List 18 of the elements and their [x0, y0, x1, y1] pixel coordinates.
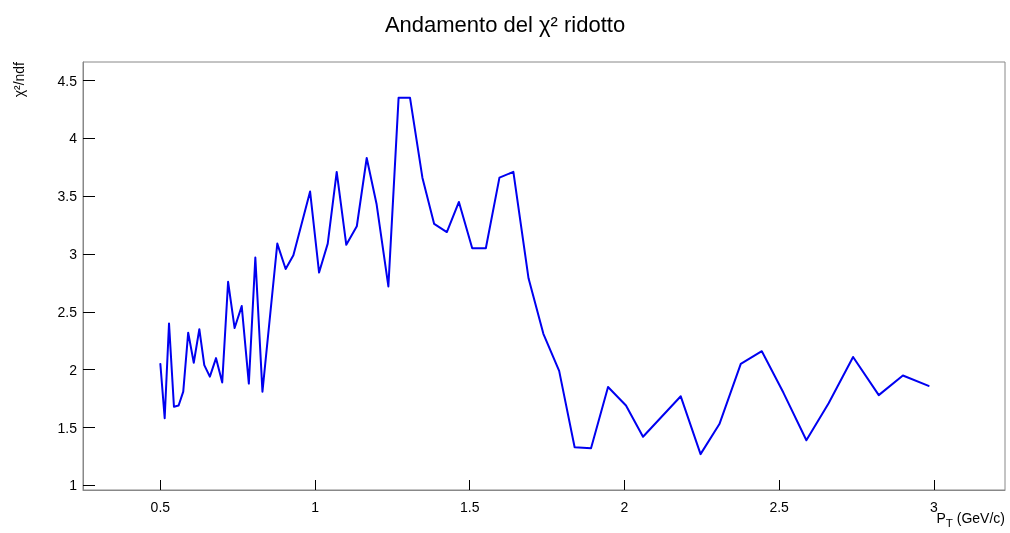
y-tick-label: 1.5 — [57, 419, 78, 436]
x-tick-label: 2.5 — [769, 499, 790, 515]
x-tick-label: 0.5 — [150, 499, 171, 515]
y-tick-label: 2.5 — [57, 303, 78, 320]
line-series — [159, 96, 930, 456]
x-tick-label: 3 — [929, 499, 938, 515]
x-tick-label: 2 — [620, 499, 629, 515]
chart-title: Andamento del χ² ridotto — [384, 11, 626, 37]
y-tick-label: 1 — [69, 477, 78, 494]
y-tick-label: 4.5 — [57, 72, 78, 89]
y-axis-title: χ²/ndf — [11, 61, 27, 98]
y-tick-label: 3 — [69, 246, 78, 263]
y-tick-label: 4 — [69, 130, 78, 147]
x-tick-label: 1.5 — [460, 499, 480, 515]
y-tick-label: 3.5 — [57, 188, 78, 205]
x-tick-label: 1 — [311, 499, 320, 515]
x-axis-title: P$_{T}$ (GeV/c) — [936, 510, 1005, 529]
y-tick-label: 2 — [69, 361, 78, 378]
